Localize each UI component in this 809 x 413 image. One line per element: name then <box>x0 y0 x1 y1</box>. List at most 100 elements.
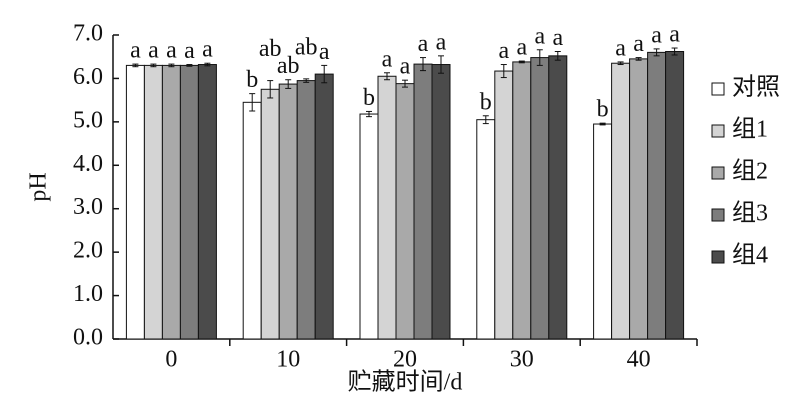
error-bar <box>249 93 256 112</box>
significance-letter: a <box>516 35 527 61</box>
bar <box>494 70 514 340</box>
x-tick-label: 20 <box>393 347 417 373</box>
significance-letter: a <box>552 25 563 51</box>
bar <box>314 73 334 340</box>
bar <box>665 51 685 340</box>
y-tick-label: 0.0 <box>73 325 103 351</box>
legend-label: 组2 <box>732 158 768 185</box>
significance-letter: a <box>651 22 662 48</box>
bar <box>242 101 262 340</box>
bar <box>260 88 280 340</box>
significance-letter: ab <box>259 36 282 62</box>
error-bar <box>150 63 157 68</box>
y-tick-label: 6.0 <box>73 64 103 90</box>
error-bar <box>204 62 211 67</box>
significance-letter: b <box>480 89 492 115</box>
bar <box>530 57 550 340</box>
y-tick-label: 7.0 <box>73 21 103 47</box>
bar <box>278 83 298 340</box>
significance-letter: ab <box>295 34 318 60</box>
error-bar <box>303 78 310 83</box>
y-tick-label: 2.0 <box>73 238 103 264</box>
bar <box>611 62 631 340</box>
error-bar <box>132 63 139 68</box>
y-tick-label: 5.0 <box>73 107 103 133</box>
legend-swatch <box>711 82 725 96</box>
significance-letter: a <box>418 31 429 57</box>
bar <box>512 61 532 340</box>
legend-label: 组3 <box>732 200 768 227</box>
significance-letter: a <box>319 39 330 65</box>
error-bar <box>554 51 561 61</box>
bar <box>143 64 163 340</box>
significance-letter: ab <box>277 53 300 79</box>
y-tick-label: 4.0 <box>73 151 103 177</box>
x-axis-label: 贮藏时间/d <box>348 369 463 396</box>
y-tick-label: 3.0 <box>73 194 103 220</box>
x-tick-label: 10 <box>276 347 300 373</box>
bar <box>647 51 667 340</box>
bar <box>413 63 433 340</box>
error-bar <box>402 79 408 88</box>
legend-swatch <box>711 166 725 180</box>
significance-letter: a <box>130 38 141 64</box>
error-bar <box>366 110 372 118</box>
bar <box>296 80 316 340</box>
bar <box>161 64 181 340</box>
error-bar <box>438 55 444 74</box>
x-tick-label: 40 <box>627 347 651 373</box>
significance-letter: a <box>382 46 393 72</box>
error-bar <box>671 47 678 56</box>
significance-letter: a <box>400 54 411 80</box>
error-bar <box>518 60 525 64</box>
bar <box>548 55 568 340</box>
bar <box>395 83 415 340</box>
y-tick-label: 1.0 <box>73 281 103 307</box>
error-bar <box>500 64 507 79</box>
significance-letter: a <box>166 38 177 64</box>
significance-letter: a <box>498 38 509 64</box>
bar <box>476 119 496 340</box>
error-bar <box>285 79 292 89</box>
legend-label: 对照 <box>732 74 780 101</box>
significance-letter: a <box>148 38 159 64</box>
legend-label: 组1 <box>732 116 768 143</box>
significance-letter: a <box>633 31 644 57</box>
error-bar <box>321 64 328 84</box>
bar <box>197 64 217 340</box>
error-bar <box>599 122 606 126</box>
significance-letter: a <box>534 23 545 49</box>
significance-letter: b <box>363 85 375 111</box>
error-bar <box>617 61 624 66</box>
x-tick-label: 30 <box>510 347 534 373</box>
error-bar <box>635 57 642 61</box>
bar <box>125 64 145 340</box>
significance-letter: a <box>615 35 626 61</box>
significance-letter: a <box>202 37 213 63</box>
significance-letter: a <box>436 29 447 55</box>
significance-letter: a <box>184 38 195 64</box>
legend-label: 组4 <box>732 242 768 269</box>
y-axis-label: pH <box>26 172 52 201</box>
significance-letter: b <box>597 97 609 123</box>
error-bar <box>420 57 426 72</box>
bar <box>179 64 199 340</box>
bar <box>359 113 379 340</box>
x-tick-label: 0 <box>165 347 177 373</box>
legend-swatch <box>711 124 725 138</box>
error-bar <box>168 63 175 68</box>
bar <box>629 58 649 340</box>
error-bar <box>186 64 193 67</box>
bar <box>377 75 397 340</box>
error-bar <box>482 115 489 125</box>
significance-letter: b <box>246 67 258 93</box>
bar <box>593 123 613 340</box>
bar <box>431 64 451 340</box>
legend-swatch <box>711 208 725 222</box>
legend-swatch <box>711 250 725 264</box>
error-bar <box>384 72 390 81</box>
error-bar <box>536 49 543 66</box>
error-bar <box>267 80 274 99</box>
error-bar <box>653 48 660 57</box>
